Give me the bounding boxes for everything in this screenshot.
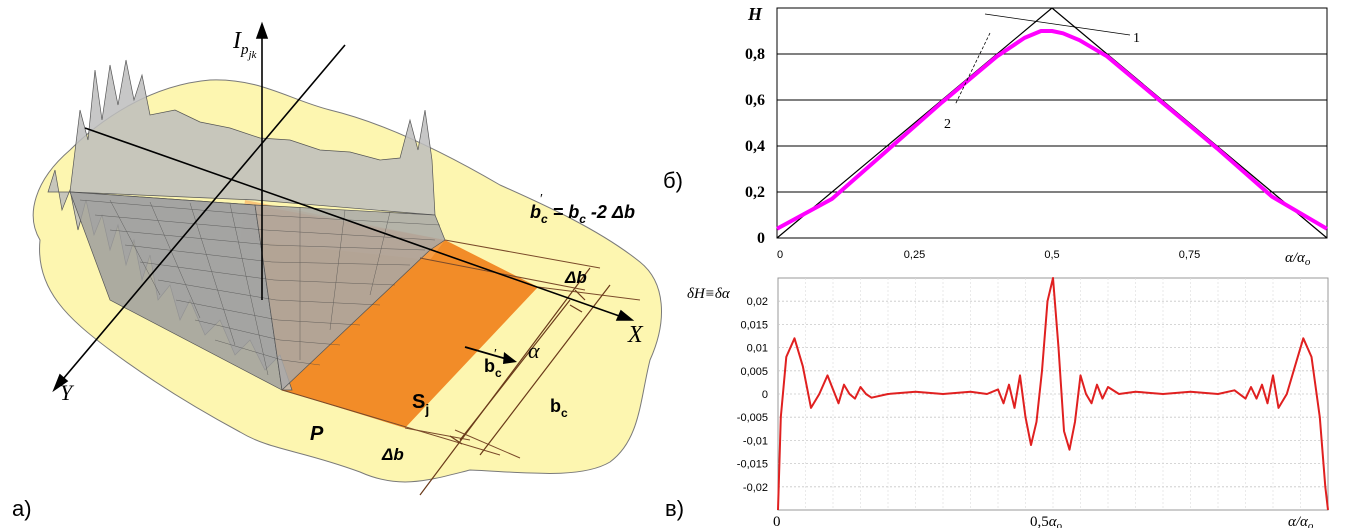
region-lines (281, 239, 641, 459)
axis-y (57, 44, 346, 386)
chart-b-ylabel: H (747, 4, 763, 24)
annotation-1: 1 (1133, 31, 1140, 46)
series-b-0 (776, 7, 1328, 239)
ytick-b-4: 0,8 (745, 46, 765, 63)
chart-v-xtick-mid: 0,5αo (1030, 514, 1063, 528)
alpha-arrow (464, 346, 511, 361)
xtick-b-3: 0,75 (1179, 249, 1200, 261)
panel-label-b: б) (663, 168, 683, 193)
ytick-v-1: 0,015 (740, 319, 768, 331)
label-b-c-prime: bc (484, 356, 502, 380)
ytick-v-8: -0,02 (743, 482, 768, 494)
mesh-lines (79, 199, 441, 376)
xtick-b-2: 0,5 (1044, 249, 1059, 261)
annotation-2-leader (954, 32, 991, 106)
ytick-b-3: 0,6 (745, 92, 765, 109)
panel-label-v: в) (665, 496, 685, 521)
panel-label-a: а) (12, 496, 32, 521)
label-y-axis: Y (60, 380, 75, 405)
ytick-b-0: 0 (757, 230, 765, 247)
label-b-c: bc (550, 396, 568, 420)
series-v-0 (777, 277, 1329, 511)
chart-v-ylabel: δH≡δα (687, 286, 731, 302)
label-i-axis: Ipjk (232, 28, 258, 61)
label-alpha: α (528, 338, 540, 363)
label-x-axis: X (627, 322, 644, 348)
ytick-v-0: 0,02 (747, 296, 768, 308)
dimension-lines (419, 267, 611, 496)
label-delta-b-top: Δb (564, 268, 587, 287)
label-s-j: Sj (412, 391, 429, 417)
annotation-1-leader (984, 13, 1131, 36)
chart-b-frame (776, 7, 1328, 239)
label-formula-tick: ′ (540, 192, 543, 207)
ytick-v-4: 0 (762, 389, 768, 401)
diagram-a: Ipjk X Y α Sj P Δb Δb bc ′ bc bc = bc -2… (32, 21, 662, 496)
axis-x (84, 127, 626, 319)
label-delta-b-bottom: Δb (381, 445, 404, 464)
ytick-b-1: 0,2 (745, 184, 765, 201)
ytick-b-2: 0,4 (745, 138, 765, 155)
xtick-b-1: 0,25 (904, 249, 925, 261)
ytick-v-3: 0,005 (740, 366, 768, 378)
label-formula: bc = bc -2 Δb (530, 202, 635, 226)
ytick-v-7: -0,015 (737, 459, 768, 471)
chart-v-xtick-0: 0 (773, 514, 781, 528)
series-b-1 (776, 29, 1329, 231)
label-p: P (310, 423, 324, 445)
chart-b-xlabel: α/αo (1285, 250, 1311, 265)
chart-v-xlabel: α/αo (1288, 514, 1314, 528)
annotation-2: 2 (944, 117, 951, 132)
axes-3d (52, 21, 635, 393)
intensity-surface (47, 59, 446, 391)
ytick-v-2: 0,01 (747, 343, 768, 355)
label-b-c-prime-tick: ′ (494, 347, 497, 362)
chart-v: 0,02 0,015 0,01 0,005 0 -0,005 -0,01 -0,015 -0,0… (687, 277, 1329, 528)
xtick-b-0: 0 (777, 249, 783, 261)
ytick-v-5: -0,005 (737, 412, 768, 424)
chart-b: 0 0,2 0,4 0,6 0,8 0 0,25 0,5 0,75 H α/αo 1 2 (745, 4, 1329, 265)
ytick-v-6: -0,01 (743, 435, 768, 447)
